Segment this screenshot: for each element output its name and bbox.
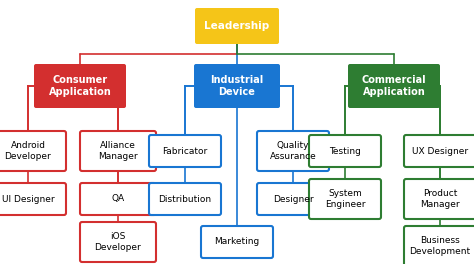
FancyBboxPatch shape	[0, 183, 66, 215]
FancyBboxPatch shape	[404, 135, 474, 167]
FancyBboxPatch shape	[309, 135, 381, 167]
FancyBboxPatch shape	[309, 179, 381, 219]
Text: Testing: Testing	[329, 147, 361, 155]
Text: QA: QA	[111, 195, 125, 204]
Text: Distribution: Distribution	[158, 195, 211, 204]
FancyBboxPatch shape	[34, 64, 126, 108]
Text: Business
Development: Business Development	[410, 236, 471, 256]
Text: Quality
Assurance: Quality Assurance	[270, 141, 316, 161]
FancyBboxPatch shape	[257, 131, 329, 171]
FancyBboxPatch shape	[149, 135, 221, 167]
Text: Fabricator: Fabricator	[163, 147, 208, 155]
FancyBboxPatch shape	[194, 64, 280, 108]
FancyBboxPatch shape	[201, 226, 273, 258]
Text: Alliance
Manager: Alliance Manager	[98, 141, 138, 161]
Text: Consumer
Application: Consumer Application	[49, 75, 111, 97]
FancyBboxPatch shape	[0, 131, 66, 171]
Text: UI Designer: UI Designer	[2, 195, 55, 204]
Text: Leadership: Leadership	[204, 21, 270, 31]
Text: System
Engineer: System Engineer	[325, 189, 365, 209]
Text: Designer: Designer	[273, 195, 313, 204]
FancyBboxPatch shape	[149, 183, 221, 215]
FancyBboxPatch shape	[80, 131, 156, 171]
FancyBboxPatch shape	[348, 64, 440, 108]
FancyBboxPatch shape	[80, 222, 156, 262]
FancyBboxPatch shape	[80, 183, 156, 215]
FancyBboxPatch shape	[195, 8, 279, 44]
FancyBboxPatch shape	[257, 183, 329, 215]
Text: Android
Developer: Android Developer	[5, 141, 51, 161]
Text: Commercial
Application: Commercial Application	[362, 75, 426, 97]
Text: Product
Manager: Product Manager	[420, 189, 460, 209]
Text: Marketing: Marketing	[214, 238, 260, 247]
Text: iOS
Developer: iOS Developer	[95, 232, 141, 252]
Text: Industrial
Device: Industrial Device	[210, 75, 264, 97]
Text: UX Designer: UX Designer	[412, 147, 468, 155]
FancyBboxPatch shape	[404, 226, 474, 264]
FancyBboxPatch shape	[404, 179, 474, 219]
